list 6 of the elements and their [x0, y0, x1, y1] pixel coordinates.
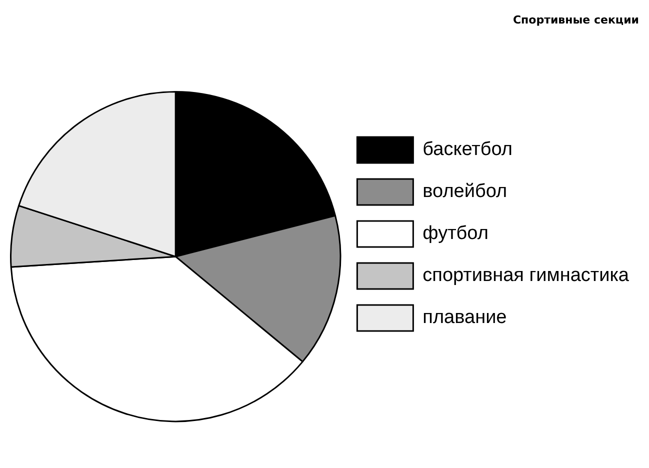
legend-label: плавание [422, 307, 507, 328]
legend-label: спортивная гимнастика [422, 265, 630, 286]
legend-label: баскетбол [422, 139, 512, 160]
legend-label: футбол [422, 223, 488, 244]
legend-label: волейбол [422, 181, 508, 202]
chart-title: Спортивные секции [512, 13, 639, 26]
